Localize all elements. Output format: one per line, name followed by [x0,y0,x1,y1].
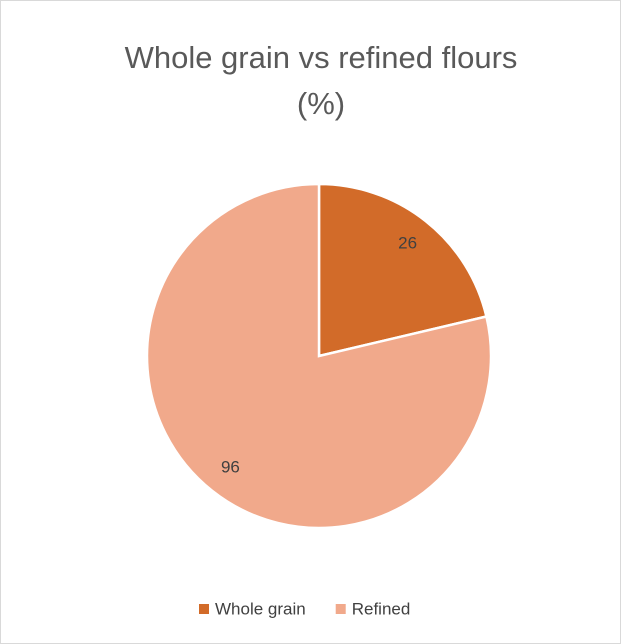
legend-swatch [199,604,209,614]
data-label: 96 [221,457,240,476]
chart-title: Whole grain vs refined flours (%) [124,40,518,121]
legend-swatch [335,604,346,614]
legend-label: Refined [352,599,411,618]
data-label: 26 [398,234,417,253]
legend-label: Whole grain [215,599,306,618]
pie-slice [145,182,493,530]
pie-slice [317,182,488,358]
